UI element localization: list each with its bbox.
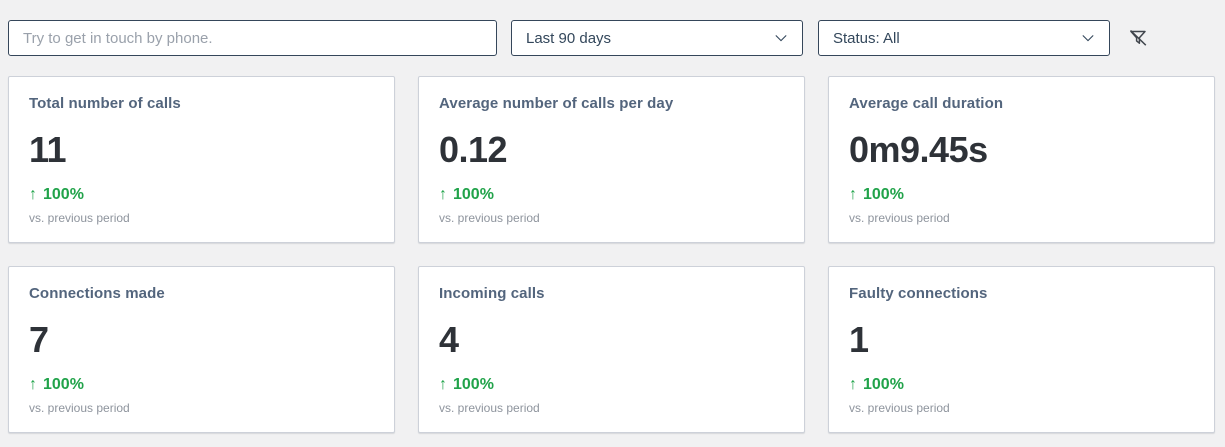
stat-card-change: ↑ 100% (29, 186, 374, 204)
stat-card-value: 0m9.45s (849, 129, 988, 170)
stat-card-change-percent: 100% (453, 186, 494, 203)
stat-card-change-percent: 100% (43, 376, 84, 393)
stat-card-change: ↑ 100% (849, 376, 1194, 394)
stat-card-title: Average number of calls per day (439, 95, 674, 112)
stat-card-comparison: vs. previous period (439, 211, 540, 225)
stat-card-change: ↑ 100% (849, 186, 1194, 204)
stat-card-title: Connections made (29, 285, 165, 302)
stat-card-faulty-connections: Faulty connections 1 ↑ 100% vs. previous … (828, 266, 1215, 433)
stat-card-title: Total number of calls (29, 95, 181, 112)
stat-card-change: ↑ 100% (29, 376, 374, 394)
stat-card-change-percent: 100% (863, 186, 904, 203)
stat-card-change-percent: 100% (43, 186, 84, 203)
stat-card-change-percent: 100% (453, 376, 494, 393)
stat-card-change: ↑ 100% (439, 376, 784, 394)
stat-card-title: Average call duration (849, 95, 1004, 112)
date-range-dropdown[interactable]: Last 90 days (511, 20, 803, 56)
stat-card-value: 11 (29, 129, 67, 170)
trend-up-arrow-icon: ↑ (29, 186, 37, 203)
stat-card-comparison: vs. previous period (29, 211, 130, 225)
stat-card-incoming-calls: Incoming calls 4 ↑ 100% vs. previous peri… (418, 266, 805, 433)
status-dropdown[interactable]: Status: All (818, 20, 1110, 56)
stat-card-value: 1 (849, 319, 869, 360)
chevron-down-icon (1082, 35, 1094, 42)
stat-card-value: 0.12 (439, 129, 508, 170)
stat-card-title: Incoming calls (439, 285, 545, 302)
stat-card-connections-made: Connections made 7 ↑ 100% vs. previous pe… (8, 266, 395, 433)
clear-filters-button[interactable] (1122, 22, 1154, 54)
stat-card-value: 4 (439, 319, 459, 360)
date-range-value: Last 90 days (526, 29, 612, 47)
stat-card-comparison: vs. previous period (439, 401, 540, 415)
trend-up-arrow-icon: ↑ (849, 186, 857, 203)
stat-card-total-calls: Total number of calls 11 ↑ 100% vs. previ… (8, 76, 395, 243)
stat-card-change-percent: 100% (863, 376, 904, 393)
stat-card-value: 7 (29, 319, 49, 360)
stat-card-title: Faulty connections (849, 285, 988, 302)
trend-up-arrow-icon: ↑ (439, 186, 447, 203)
stat-card-comparison: vs. previous period (849, 401, 950, 415)
stat-card-avg-call-duration: Average call duration 0m9.45s ↑ 100% vs. … (828, 76, 1215, 243)
search-input[interactable] (8, 20, 497, 56)
filter-off-icon (1129, 29, 1147, 46)
trend-up-arrow-icon: ↑ (849, 376, 857, 393)
trend-up-arrow-icon: ↑ (29, 376, 37, 393)
stat-card-avg-calls-per-day: Average number of calls per day 0.12 ↑ 10… (418, 76, 805, 243)
trend-up-arrow-icon: ↑ (439, 376, 447, 393)
stat-card-comparison: vs. previous period (849, 211, 950, 225)
chevron-down-icon (775, 35, 787, 42)
status-value: Status: All (833, 29, 900, 47)
stat-card-change: ↑ 100% (439, 186, 784, 204)
stat-card-comparison: vs. previous period (29, 401, 130, 415)
